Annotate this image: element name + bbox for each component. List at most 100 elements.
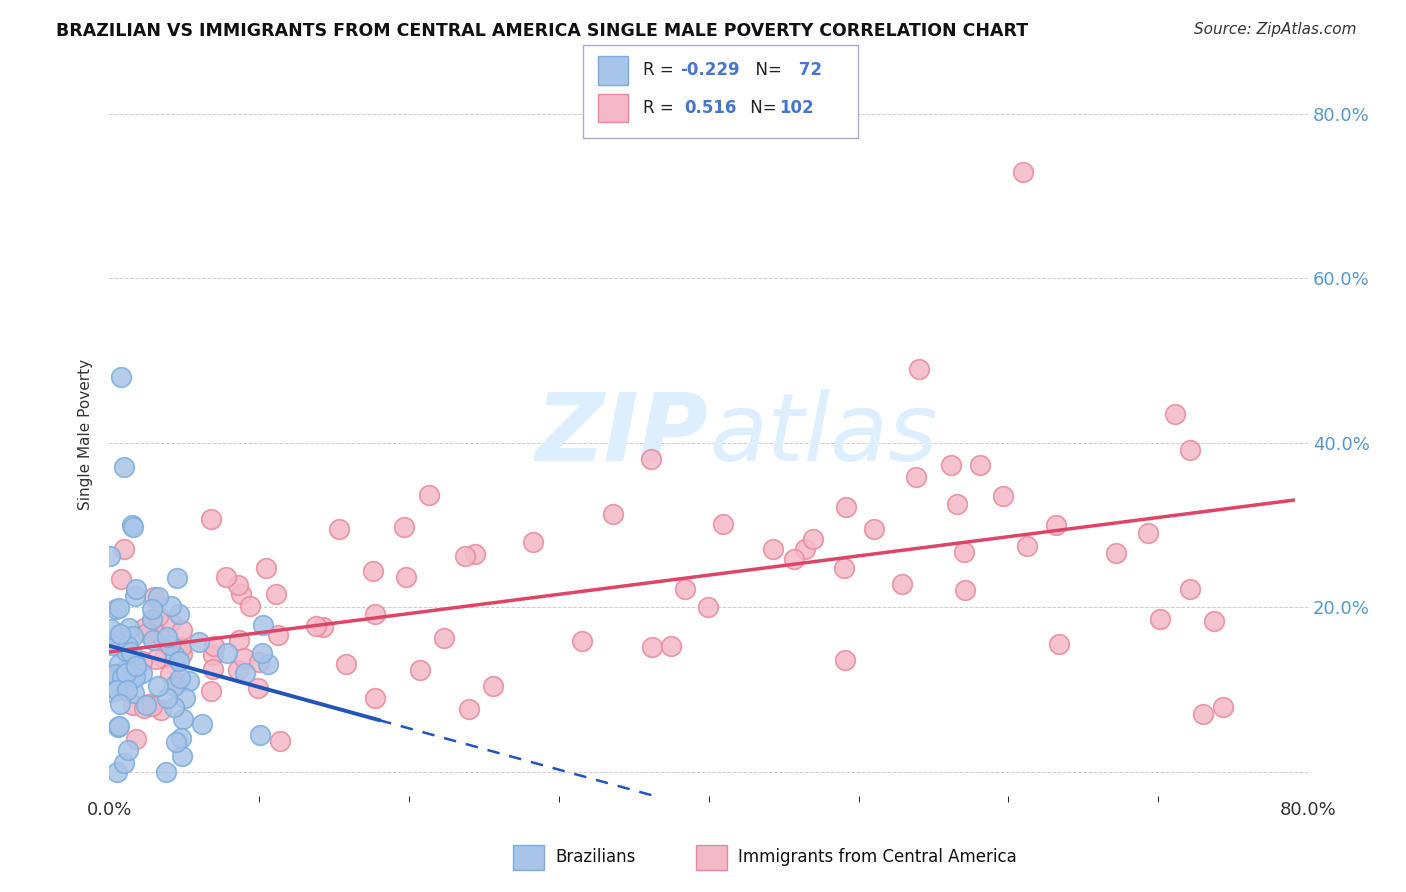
Point [226,663,249,677]
Point [159,667,181,681]
Point [155,764,177,779]
Point [100,638,122,652]
Point [834,653,856,667]
Point [100,685,122,699]
Point [170,749,193,764]
Text: 102: 102 [779,99,814,117]
Point [832,561,855,575]
Point [105,682,128,697]
Point [111,670,134,684]
Point [169,607,191,621]
Point [110,573,132,587]
Point [454,549,477,564]
Point [142,633,165,648]
Point [115,671,138,685]
Point [110,370,132,384]
Point [247,681,270,695]
Point [571,634,593,648]
Text: N=: N= [745,99,776,117]
Point [305,619,328,633]
Point [103,668,125,682]
Point [112,682,135,697]
Text: 72: 72 [793,62,823,79]
Point [132,700,155,714]
Point [104,602,127,616]
Point [217,646,239,660]
Point [163,679,186,693]
Point [145,651,167,665]
Point [457,702,479,716]
Point [673,582,696,596]
Point [105,764,128,779]
Point [107,657,129,671]
Point [226,578,249,592]
Point [659,640,682,654]
Point [522,535,544,549]
Point [124,670,146,684]
Text: BRAZILIAN VS IMMIGRANTS FROM CENTRAL AMERICA SINGLE MALE POVERTY CORRELATION CHA: BRAZILIAN VS IMMIGRANTS FROM CENTRAL AME… [56,22,1028,40]
Point [142,591,165,605]
Point [170,648,193,662]
Point [170,640,193,655]
Point [250,646,273,660]
Point [464,547,486,561]
Point [124,670,146,684]
Point [969,458,991,472]
Point [135,626,157,640]
Point [112,542,135,557]
Point [135,698,157,712]
Point [146,609,169,624]
Point [121,629,143,643]
Point [191,717,214,731]
Point [159,638,181,652]
Point [174,691,197,706]
Point [114,644,136,658]
Point [1047,637,1070,651]
Point [131,666,153,681]
Point [131,654,153,668]
Point [361,564,384,578]
Point [146,591,169,605]
Point [640,452,662,467]
Point [363,607,385,621]
Point [1204,614,1226,628]
Point [165,735,187,749]
Point [945,497,967,511]
Text: atlas: atlas [709,389,936,480]
Point [163,700,186,714]
Point [107,720,129,734]
Point [124,731,146,746]
Point [762,542,785,557]
Point [711,516,734,531]
Point [228,632,250,647]
Point [602,507,624,521]
Point [1164,407,1187,421]
Point [112,756,135,771]
Point [433,631,456,645]
Point [122,686,145,700]
Point [141,601,163,615]
Point [172,712,194,726]
Point [801,532,824,546]
Point [141,699,163,714]
Point [107,601,129,615]
Point [1045,517,1067,532]
Point [264,587,287,601]
Point [187,634,209,648]
Point [114,666,136,681]
Point [482,679,505,693]
Point [395,570,418,584]
Point [104,666,127,681]
Point [793,541,815,556]
Point [200,512,222,526]
Point [121,519,143,533]
Point [364,691,387,706]
Point [200,684,222,698]
Point [177,673,200,688]
Point [254,561,277,575]
Point [141,615,163,630]
Point [117,639,139,653]
Point [696,600,718,615]
Point [112,460,135,475]
Point [335,657,357,671]
